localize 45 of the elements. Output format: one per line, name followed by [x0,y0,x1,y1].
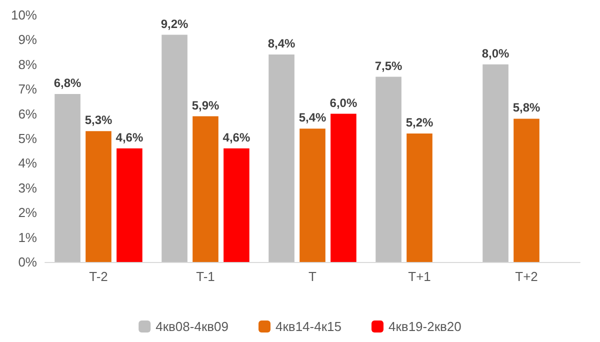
bar [330,114,356,262]
y-tick-label: 2% [18,205,38,220]
data-label: 8,0% [482,46,510,60]
x-tick-label: T-2 [89,269,108,284]
bar [268,54,294,262]
data-label: 5,8% [512,100,540,115]
bar [376,76,402,262]
x-tick-label: T [308,269,317,284]
y-tick-label: 5% [18,131,38,146]
x-tick-label: T+1 [408,269,431,284]
data-label: 6,0% [330,96,358,110]
legend-label: 4кв19-2кв20 [388,319,462,334]
y-tick-label: 10% [10,8,38,22]
y-tick-label: 3% [18,180,38,196]
data-label: 4,6% [116,130,144,144]
data-label: 4,6% [222,130,250,144]
y-tick-label: 7% [18,82,38,97]
bar [224,148,250,262]
legend-label: 4кв08-4кв09 [156,319,229,334]
bar [86,131,112,262]
bar [300,128,326,262]
bar [54,94,80,262]
legend-label: 4кв14-4к15 [276,319,342,334]
bar [514,118,540,262]
y-tick-label: 9% [18,32,38,48]
x-tick-label: T-1 [196,269,215,284]
bar [406,134,432,262]
y-tick-label: 0% [18,254,38,270]
bar [162,34,188,262]
bar [116,148,142,262]
y-tick-label: 4% [18,156,38,171]
y-tick-label: 6% [18,106,38,122]
data-label: 6,8% [54,76,82,90]
y-tick-label: 8% [18,56,38,72]
bar [192,116,218,262]
data-label: 5,9% [192,98,220,112]
data-label: 8,4% [268,36,296,51]
bar [482,64,508,262]
data-label: 7,5% [374,58,403,73]
y-tick-label: 1% [18,230,38,245]
data-label: 9,2% [160,16,189,31]
data-label: 5,4% [298,110,326,125]
x-tick-label: T+2 [515,269,538,284]
data-label: 5,2% [406,116,434,130]
data-label: 5,3% [84,113,112,128]
